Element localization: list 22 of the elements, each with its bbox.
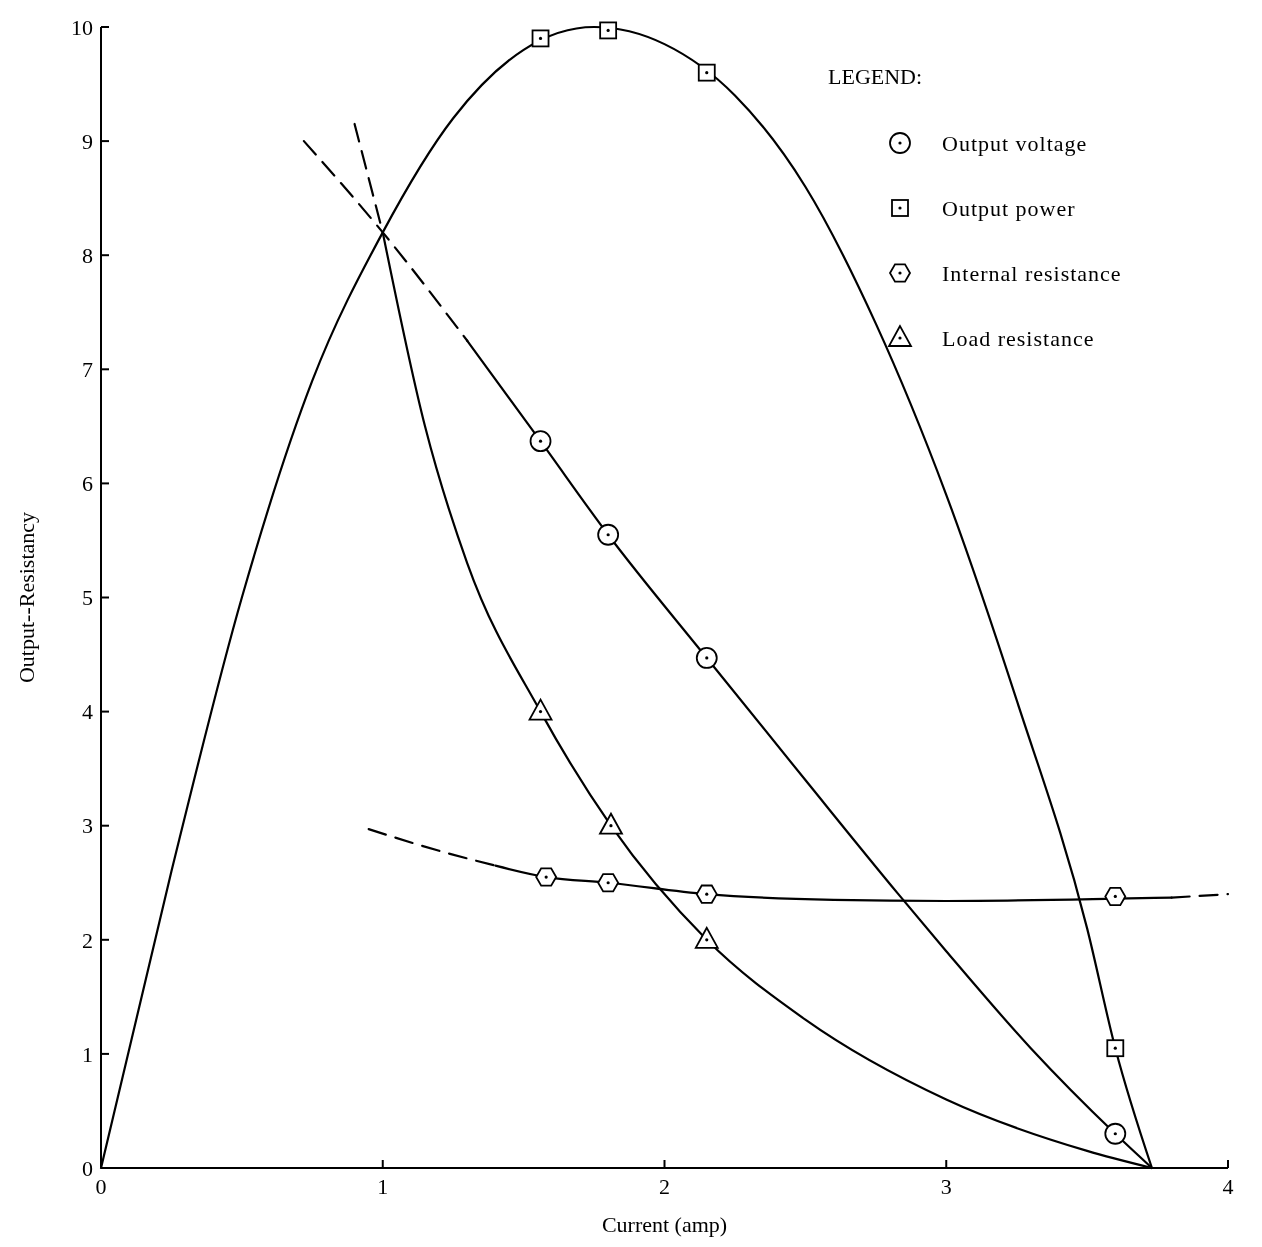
y-tick-label: 1 <box>82 1041 93 1067</box>
x-tick-label: 3 <box>940 1174 952 1199</box>
y-tick-label: 4 <box>82 699 93 725</box>
x-tick-label: 1 <box>377 1174 389 1199</box>
y-axis-title: Output--Resistancy <box>14 511 39 684</box>
y-tick-label: 7 <box>82 357 93 382</box>
y-tick-label: 6 <box>82 471 93 497</box>
legend-label: Internal resistance <box>942 260 1122 286</box>
y-tick-label: 0 <box>82 1155 93 1181</box>
legend-label: Output voltage <box>942 130 1088 156</box>
y-tick-label: 3 <box>82 813 93 839</box>
legend-title: LEGEND: <box>828 64 923 89</box>
legend-label: Output power <box>942 195 1076 221</box>
legend-label: Load resistance <box>942 325 1095 351</box>
y-tick-label: 5 <box>82 585 93 611</box>
y-tick-label: 2 <box>82 927 93 953</box>
y-tick-label: 8 <box>82 242 93 268</box>
y-tick-label: 9 <box>82 128 93 154</box>
x-axis-title: Current (amp) <box>601 1212 728 1237</box>
x-tick-label: 2 <box>659 1174 670 1199</box>
y-tick-label: 10 <box>71 14 93 40</box>
x-tick-label: 4 <box>1222 1174 1234 1199</box>
